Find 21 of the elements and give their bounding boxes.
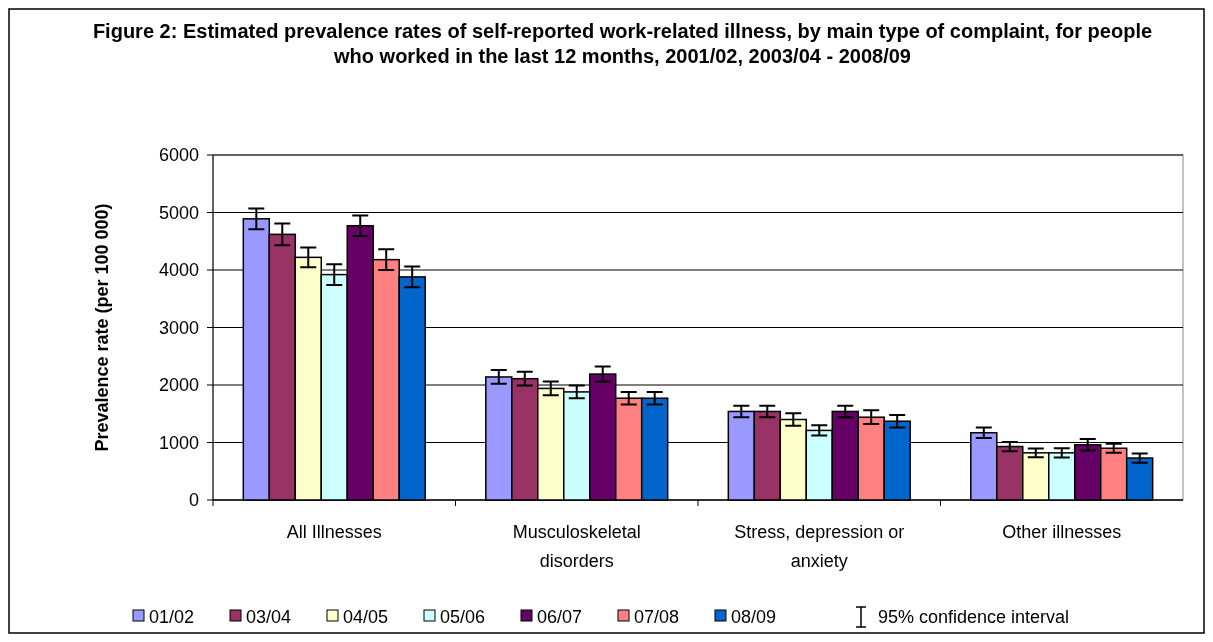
x-tick-label: Other illnesses — [1002, 522, 1122, 542]
legend-label: 03/04 — [246, 607, 292, 628]
y-tick-label: 3000 — [158, 317, 199, 338]
x-tick-label: Musculoskeletal disorders — [512, 522, 641, 571]
legend-label: 05/06 — [440, 607, 486, 628]
y-tick-label: 0 — [188, 490, 199, 511]
y-axis-title: Prevalence rate (per 100 000) — [92, 203, 112, 452]
x-tick-label: Stress, depression or anxiety — [734, 522, 905, 571]
y-tick-label: 6000 — [158, 145, 199, 166]
chart-title: Figure 2: Estimated prevalence rates of self-reported work-related illness, by main type of complaint, for people who worked in the last 12 months, 2001/02, 2003/04 - 2008/09 — [92, 20, 1153, 67]
legend-label: 04/05 — [343, 607, 389, 628]
legend-label: 08/09 — [731, 607, 777, 628]
y-tick-label: 2000 — [158, 375, 199, 396]
legend-label: 06/07 — [537, 607, 583, 628]
y-tick-label: 5000 — [158, 202, 199, 223]
y-tick-label: 4000 — [158, 260, 199, 281]
y-tick-label: 1000 — [158, 432, 199, 453]
x-tick-label: All Illnesses — [286, 522, 382, 542]
legend-label: 01/02 — [149, 607, 195, 628]
text: 95% confidence interval — [878, 607, 1070, 628]
legend-label: 07/08 — [634, 607, 680, 628]
